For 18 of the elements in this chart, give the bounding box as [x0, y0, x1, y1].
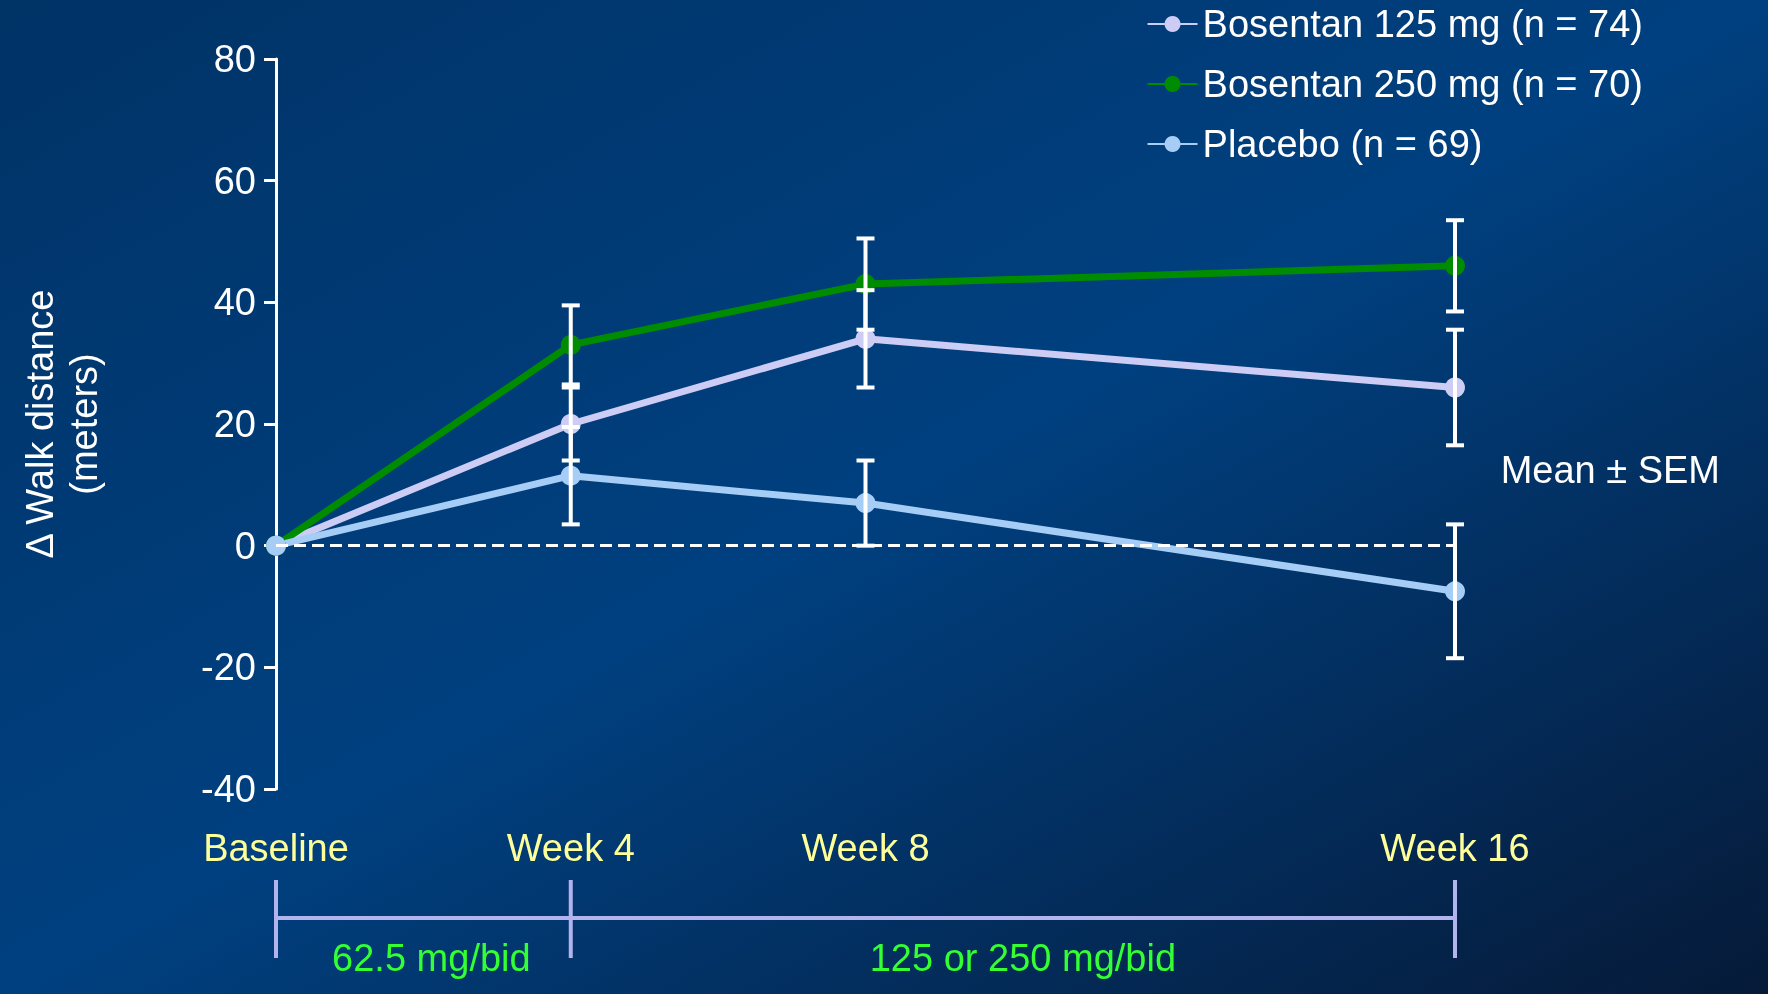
x-tick-label: Week 16	[1380, 827, 1530, 869]
y-tick-label: 0	[234, 524, 256, 567]
y-tick-label: 20	[213, 403, 256, 445]
legend-label: Bosentan 250 mg (n = 70)	[1202, 63, 1643, 105]
y-axis-title: Δ Walk distance (meters)	[19, 289, 105, 559]
legend-label: Placebo (n = 69)	[1202, 123, 1483, 165]
x-tick-label: Week 8	[801, 827, 930, 869]
text: Mean ± SEM	[1500, 449, 1720, 491]
y-tick-label: -40	[201, 768, 256, 810]
y-tick-label: 40	[213, 281, 256, 324]
y-tick-label: -20	[201, 646, 256, 689]
legend-label: Bosentan 125 mg (n = 74)	[1202, 3, 1643, 45]
x-tick-label: Baseline	[203, 827, 349, 869]
x-tick-label: Week 4	[506, 827, 635, 869]
y-tick-label: 60	[213, 159, 256, 202]
text: 125 or 250 mg/bid	[869, 937, 1177, 979]
text: 62.5 mg/bid	[332, 937, 531, 979]
y-tick-label: 80	[213, 38, 256, 80]
